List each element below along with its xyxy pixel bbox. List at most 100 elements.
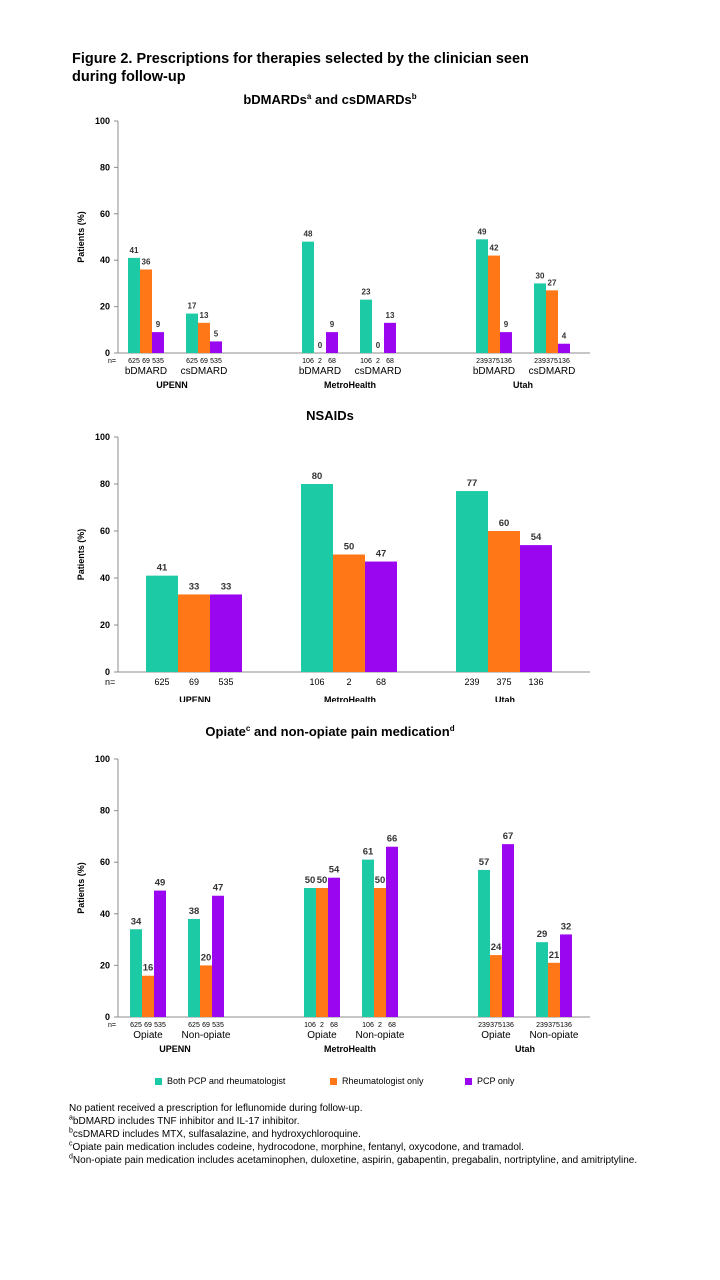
bar (152, 332, 164, 353)
legend-label-rheum: Rheumatologist only (342, 1076, 424, 1086)
y-tick-label: 0 (105, 667, 110, 677)
n-value: 2 (318, 358, 322, 365)
group-label: Utah (495, 695, 515, 702)
data-label: 48 (304, 230, 313, 239)
y-tick-label: 100 (95, 432, 110, 442)
n-value: 106 (304, 1022, 316, 1029)
y-tick-label: 40 (100, 909, 110, 919)
data-label: 54 (531, 532, 542, 543)
legend-item-rheum: Rheumatologist only (330, 1076, 424, 1086)
subgroup-label: Opiate (481, 1030, 511, 1041)
bar (146, 575, 178, 672)
y-tick-label: 20 (100, 302, 110, 312)
n-value: 2 (320, 1022, 324, 1029)
n-value: 625 (130, 1022, 142, 1029)
group-label: Utah (515, 1044, 535, 1054)
bar (130, 929, 142, 1017)
chart-pain-medication: Opiatec and non-opiate pain medicationd 0… (76, 724, 590, 1054)
subgroup-label: bDMARD (473, 366, 515, 377)
y-tick-label: 20 (100, 620, 110, 630)
data-label: 17 (188, 302, 197, 311)
subgroup-label: bDMARD (125, 366, 167, 377)
data-label: 50 (305, 875, 316, 886)
data-label: 47 (376, 549, 387, 560)
y-tick-label: 0 (105, 1012, 110, 1022)
group-label: UPENN (156, 380, 188, 388)
bar (333, 554, 365, 672)
figure-title: Figure 2. Prescriptions for therapies se… (72, 51, 529, 85)
data-label: 20 (201, 952, 212, 963)
bar (500, 332, 512, 353)
bar (212, 895, 224, 1017)
n-value: 136 (500, 358, 512, 365)
bar (548, 962, 560, 1017)
data-label: 41 (157, 563, 168, 574)
n-value: 535 (154, 1022, 166, 1029)
y-tick-label: 60 (100, 209, 110, 219)
data-label: 13 (386, 311, 395, 320)
subgroup-label: csDMARD (355, 366, 402, 377)
y-tick-label: 20 (100, 960, 110, 970)
legend-swatch-pcp (465, 1077, 472, 1085)
bar (210, 594, 242, 672)
data-label: 49 (478, 227, 487, 236)
y-tick-label: 60 (100, 526, 110, 536)
n-value: 375 (490, 1022, 502, 1029)
legend-label-both: Both PCP and rheumatologist (167, 1076, 286, 1086)
y-tick-label: 80 (100, 162, 110, 172)
bar (520, 545, 552, 672)
n-label: n= (108, 1022, 116, 1029)
bar (362, 859, 374, 1017)
n-value: 239 (536, 1022, 548, 1029)
bar (188, 918, 200, 1017)
legend-item-both: Both PCP and rheumatologist (155, 1076, 285, 1086)
n-value: 136 (560, 1022, 572, 1029)
footnote: bcsDMARD includes MTX, sulfasalazine, an… (69, 1127, 361, 1140)
chart-title: Opiatec and non-opiate pain medicationd (205, 724, 454, 739)
n-value: 535 (210, 358, 222, 365)
n-value: 69 (200, 358, 208, 365)
data-label: 57 (479, 857, 490, 868)
bar (560, 934, 572, 1017)
n-value: 68 (376, 677, 386, 687)
n-value: 68 (388, 1022, 396, 1029)
bar (142, 975, 154, 1017)
n-value: 69 (142, 358, 150, 365)
n-value: 136 (528, 677, 543, 687)
n-value: 106 (362, 1022, 374, 1029)
data-label: 0 (318, 341, 323, 350)
data-label: 16 (143, 963, 154, 974)
data-label: 0 (376, 341, 381, 350)
bar (476, 239, 488, 353)
n-value: 375 (548, 1022, 560, 1029)
chart-nsaids: NSAIDs 0 20 40 60 80 100 Patients (%) n= 41 625 33 6… (76, 408, 590, 702)
bar (198, 322, 210, 353)
data-label: 77 (467, 478, 478, 489)
subgroup-label: Non-opiate (356, 1030, 405, 1041)
n-value: 2 (346, 677, 351, 687)
bar (456, 491, 488, 672)
n-value: 68 (330, 1022, 338, 1029)
data-label: 4 (562, 332, 567, 341)
chart-title: NSAIDs (306, 408, 354, 423)
n-value: 625 (128, 358, 140, 365)
subgroup-label: Opiate (133, 1030, 163, 1041)
y-tick-label: 80 (100, 479, 110, 489)
n-label: n= (105, 677, 115, 687)
bar (326, 332, 338, 353)
group-label: UPENN (159, 1044, 191, 1054)
subgroup-label: Non-opiate (182, 1030, 231, 1041)
bar (301, 484, 333, 672)
data-label: 33 (189, 581, 200, 592)
bar (534, 283, 546, 353)
bar (488, 531, 520, 672)
bar (558, 343, 570, 353)
bar (488, 255, 500, 353)
data-label: 50 (375, 875, 386, 886)
footnote: cOpiate pain medication includes codeine… (69, 1140, 524, 1153)
data-label: 66 (387, 834, 398, 845)
y-tick-label: 60 (100, 857, 110, 867)
bar (536, 942, 548, 1017)
n-value: 535 (152, 358, 164, 365)
y-tick-label: 100 (95, 116, 110, 126)
